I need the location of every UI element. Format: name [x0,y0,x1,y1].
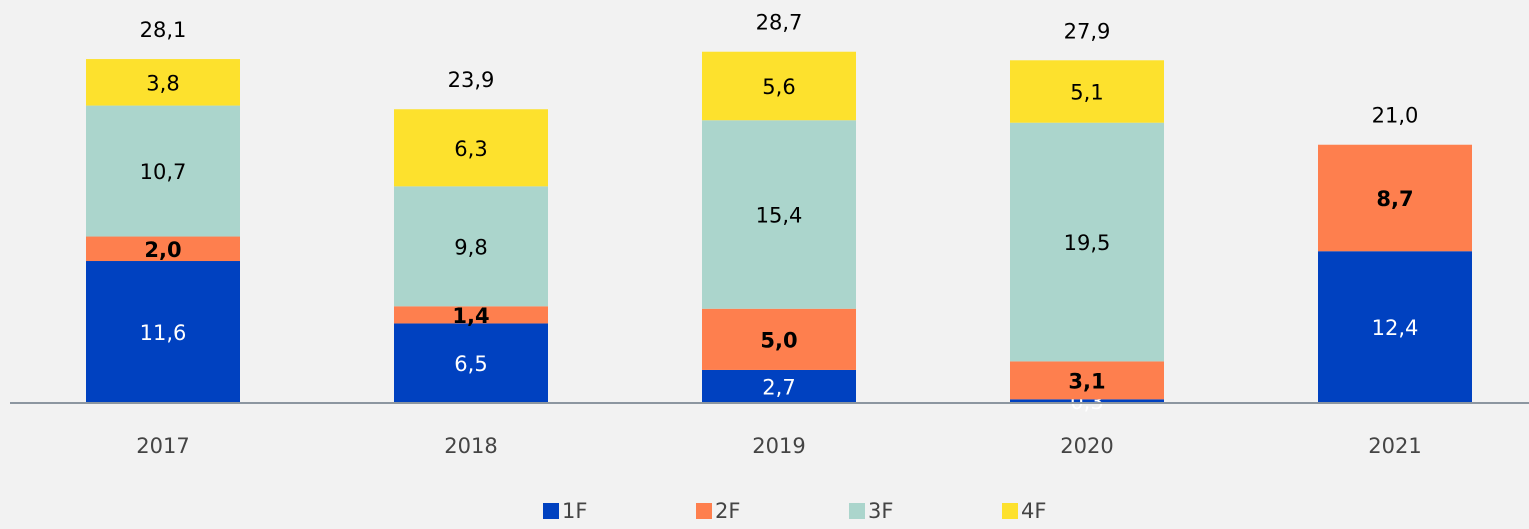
bar-segment [1010,399,1164,403]
legend-label: 3F [868,499,893,523]
legend-label: 2F [715,499,740,523]
legend-swatch [849,503,865,519]
legend-label: 4F [1021,499,1046,523]
value-label: 1,4 [452,304,489,328]
bar-segment [1010,60,1164,123]
total-label: 23,9 [448,68,495,92]
value-label: 5,0 [760,328,797,352]
legend-swatch [696,503,712,519]
x-tick-label: 2018 [444,434,497,458]
total-label: 27,9 [1064,19,1111,43]
value-label: 5,1 [1070,80,1103,104]
value-label: 11,6 [140,321,187,345]
bar-segment [702,308,856,370]
value-label: 3,1 [1068,369,1105,393]
total-label: 28,7 [756,11,803,35]
legend-swatch [543,503,559,519]
bar-segment [86,236,240,262]
total-label: 28,1 [140,18,187,42]
value-label: 12,4 [1372,316,1419,340]
x-tick-label: 2017 [136,434,189,458]
bar-segment [1010,361,1164,400]
bar-segment [86,59,240,106]
bar-segment [1010,122,1164,362]
bar-segment [1318,251,1472,403]
legend-swatch [1002,503,1018,519]
x-tick-label: 2019 [752,434,805,458]
value-label: 9,8 [454,235,487,259]
value-label: 5,6 [762,75,795,99]
value-label: 15,4 [756,204,803,228]
bar-segment [86,105,240,237]
bar-segment [702,51,856,121]
value-label: 10,7 [140,160,187,184]
value-label: 6,3 [454,137,487,161]
bar-segment [394,323,548,403]
value-label: 6,5 [454,352,487,376]
x-tick-label: 2021 [1368,434,1421,458]
value-label: 3,8 [146,71,179,95]
bar-segment [394,109,548,187]
bar-segment [394,186,548,307]
total-label: 21,0 [1372,104,1419,128]
x-tick-label: 2020 [1060,434,1113,458]
bar-segment [702,120,856,309]
value-label: 19,5 [1064,231,1111,255]
bar-segment [702,369,856,403]
bar-segment [86,261,240,403]
value-label: 2,0 [144,238,181,262]
value-label: 2,7 [762,375,795,399]
bar-segment [1318,144,1472,252]
bar-segment [394,306,548,324]
legend-label: 1F [562,499,587,523]
value-label: 8,7 [1376,187,1413,211]
